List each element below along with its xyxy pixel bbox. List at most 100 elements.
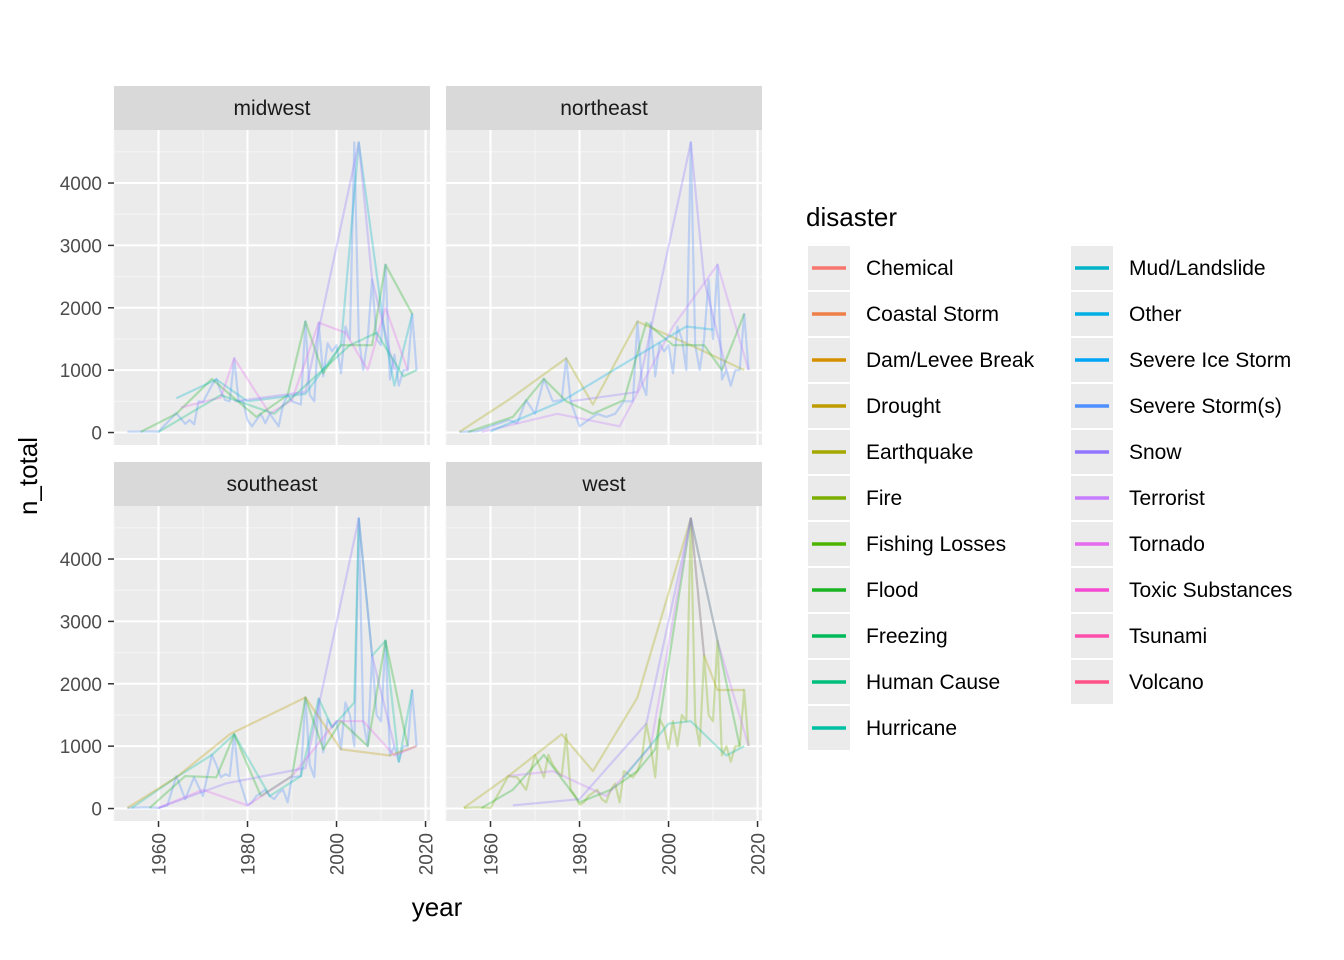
legend-items: Chemical Coastal Storm Dam/Levee Break Drou…	[808, 246, 1292, 750]
series-line-severe-storm-s-	[127, 517, 418, 810]
legend-label: Drought	[866, 395, 941, 418]
y-tick-label: 3000	[60, 236, 102, 257]
series-line-flood	[467, 313, 746, 433]
legend-label: Terrorist	[1129, 487, 1205, 510]
y-tick-label: 0	[91, 424, 102, 445]
legend-label: Volcano	[1129, 671, 1204, 694]
legend-item-terrorist: Terrorist	[1071, 476, 1205, 520]
legend-label: Human Cause	[866, 671, 1000, 694]
panel-background	[446, 506, 762, 821]
series-line-drought	[126, 696, 417, 809]
legend-item-flood: Flood	[808, 568, 919, 612]
series-line-terrorist	[481, 263, 750, 433]
legend-title: disaster	[806, 202, 897, 232]
x-tick-label: 1980	[571, 833, 592, 875]
legend-item-mud-landslide: Mud/Landslide	[1071, 246, 1266, 290]
y-tick-label: 1000	[60, 361, 102, 382]
panel-northeast: northeast	[445, 86, 762, 445]
series-line-tornado	[158, 720, 418, 809]
legend-item-other: Other	[1071, 292, 1182, 336]
legend-item-snow: Snow	[1071, 430, 1182, 474]
y-tick-label: 3000	[60, 612, 102, 633]
legend-item-tsunami: Tsunami	[1071, 614, 1207, 658]
series-line-flood	[148, 639, 409, 809]
series-line-hurricane	[623, 720, 745, 779]
legend-label: Other	[1129, 303, 1182, 326]
x-tick-label: 2020	[417, 833, 438, 875]
legend-item-dam-levee-break: Dam/Levee Break	[808, 338, 1035, 382]
strip-label: west	[581, 473, 625, 496]
y-tick-label: 0	[91, 800, 102, 821]
strip-background	[446, 462, 762, 506]
x-tick-label: 1980	[239, 833, 260, 875]
legend-label: Hurricane	[866, 717, 957, 740]
series-line-fire	[463, 517, 750, 810]
x-tick-label: 1960	[150, 833, 171, 875]
legend-item-toxic-substances: Toxic Substances	[1071, 568, 1292, 612]
legend-item-chemical: Chemical	[808, 246, 954, 290]
strip-background	[446, 86, 762, 130]
legend-label: Tornado	[1129, 533, 1205, 556]
strip-background	[114, 462, 430, 506]
x-axis-title: year	[412, 892, 463, 922]
legend-label: Severe Ice Storm	[1129, 349, 1291, 372]
panel-west: west 1960 1980 2000 2020	[445, 462, 770, 875]
y-tick-label: 1000	[60, 737, 102, 758]
panel-midwest: midwest 0 1000 2000 3000 4000	[60, 86, 430, 445]
series-line-snow	[158, 517, 396, 809]
legend-item-volcano: Volcano	[1071, 660, 1204, 704]
series-line-severe-storm-s-	[459, 141, 750, 433]
legend-label: Toxic Substances	[1129, 579, 1292, 602]
strip-label: midwest	[233, 97, 310, 120]
facet-panels: midwest 0 1000 2000 3000 4000 northeast southea…	[60, 86, 770, 875]
series-line-earthquake	[463, 517, 745, 809]
series-line-snow	[512, 517, 706, 807]
x-tick-label: 1960	[482, 833, 503, 875]
legend-label: Fire	[866, 487, 902, 510]
y-axis-title: n_total	[13, 437, 43, 515]
legend-label: Mud/Landslide	[1129, 257, 1266, 280]
legend-item-fishing-losses: Fishing Losses	[808, 522, 1006, 566]
strip-background	[114, 86, 430, 130]
legend-item-human-cause: Human Cause	[808, 660, 1000, 704]
series-line-tornado	[180, 306, 409, 415]
legend-item-drought: Drought	[808, 384, 941, 428]
series-line-terrorist	[508, 517, 750, 798]
legend-label: Dam/Levee Break	[866, 349, 1035, 372]
y-tick-label: 2000	[60, 299, 102, 320]
panel-southeast: southeast 0 1000 2000 3000 4000 1960 1980 2000 20…	[60, 462, 438, 875]
legend-item-coastal-storm: Coastal Storm	[808, 292, 999, 336]
legend-label: Snow	[1129, 441, 1182, 464]
strip-label: northeast	[560, 97, 648, 120]
series-line-hurricane	[131, 517, 414, 809]
legend-item-fire: Fire	[808, 476, 902, 520]
series-line-human-cause	[157, 331, 418, 433]
legend-item-severe-storm-s-: Severe Storm(s)	[1071, 384, 1282, 428]
legend-label: Flood	[866, 579, 919, 602]
series-line-snow	[570, 141, 728, 403]
legend-label: Tsunami	[1129, 625, 1207, 648]
legend-item-hurricane: Hurricane	[808, 706, 957, 750]
series-line-mud-landslide	[175, 141, 414, 403]
series-line-flood	[140, 263, 414, 433]
legend: disaster Chemical Coastal Storm Dam/Levee …	[806, 202, 1292, 750]
legend-item-severe-ice-storm: Severe Ice Storm	[1071, 338, 1291, 382]
series-line-earthquake	[458, 320, 745, 433]
y-tick-label: 4000	[60, 174, 102, 195]
series-line-snow	[234, 141, 396, 403]
series-line-flood	[481, 517, 741, 809]
legend-label: Coastal Storm	[866, 303, 999, 326]
series-line-severe-storm-s-	[127, 141, 418, 433]
x-tick-label: 2000	[660, 833, 681, 875]
legend-label: Severe Storm(s)	[1129, 395, 1282, 418]
y-tick-label: 2000	[60, 675, 102, 696]
series-line-other	[490, 325, 714, 433]
legend-item-freezing: Freezing	[808, 614, 948, 658]
legend-label: Earthquake	[866, 441, 973, 464]
legend-item-earthquake: Earthquake	[808, 430, 973, 474]
x-tick-label: 2020	[749, 833, 770, 875]
legend-label: Fishing Losses	[866, 533, 1006, 556]
legend-item-tornado: Tornado	[1071, 522, 1205, 566]
x-tick-label: 2000	[328, 833, 349, 875]
